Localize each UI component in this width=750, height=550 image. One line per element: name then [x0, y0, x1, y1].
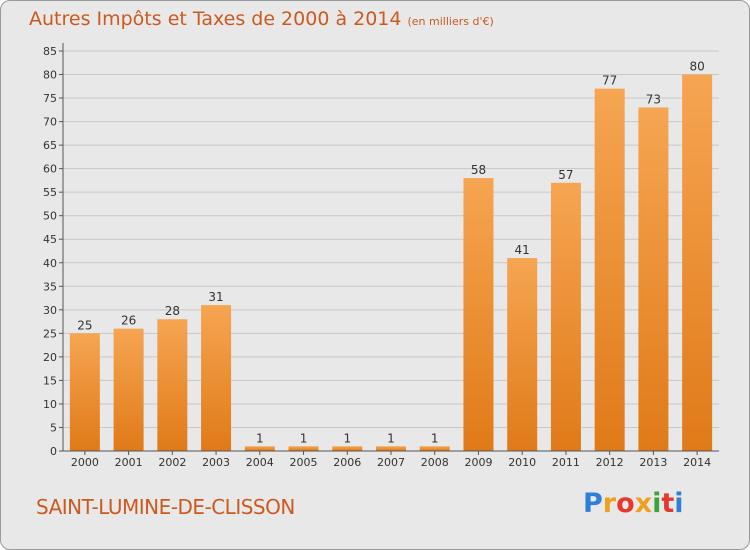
data-label: 1 [387, 431, 395, 445]
y-tick-label: 85 [43, 45, 57, 58]
proxiti-logo: Proxiti [583, 488, 684, 519]
x-tick-label: 2008 [421, 456, 449, 469]
bar [288, 446, 319, 451]
bar [419, 446, 450, 451]
x-tick-label: 2000 [71, 456, 99, 469]
x-tick-label: 2007 [377, 456, 405, 469]
unit-label: (en milliers d'€) [407, 15, 494, 28]
bar [244, 446, 275, 451]
chart-title: Autres Impôts et Taxes de 2000 à 2014 (en… [29, 8, 494, 30]
commune-name: SAINT-LUMINE-DE-CLISSON [36, 495, 295, 519]
y-tick-label: 5 [50, 421, 57, 434]
data-label: 26 [121, 314, 136, 328]
x-tick-label: 2012 [596, 456, 624, 469]
y-tick-label: 40 [43, 257, 57, 270]
bar [113, 328, 144, 451]
data-label: 80 [689, 60, 704, 74]
data-label: 77 [602, 74, 617, 88]
bar [201, 305, 232, 451]
data-label: 1 [256, 431, 264, 445]
y-tick-label: 70 [43, 116, 57, 129]
x-tick-label: 2004 [246, 456, 274, 469]
bar [638, 107, 669, 452]
y-tick-label: 30 [43, 304, 57, 317]
data-label: 57 [558, 168, 573, 182]
y-tick-label: 15 [43, 374, 57, 387]
data-label: 73 [646, 92, 661, 106]
x-tick-label: 2010 [508, 456, 536, 469]
y-tick-label: 65 [43, 139, 57, 152]
x-tick-label: 2003 [202, 456, 230, 469]
bar [157, 319, 188, 451]
bar [69, 333, 100, 451]
bar [332, 446, 363, 451]
logo-letter: P [583, 488, 603, 519]
logo-letter: i [652, 488, 662, 519]
data-label: 25 [77, 318, 92, 332]
bars [69, 74, 713, 452]
x-tick-label: 2011 [552, 456, 580, 469]
data-label: 1 [300, 431, 308, 445]
logo-letter: o [616, 488, 635, 519]
y-tick-label: 35 [43, 280, 57, 293]
data-label: 31 [208, 290, 223, 304]
x-tick-label: 2013 [639, 456, 667, 469]
logo-letter: x [634, 488, 653, 519]
title-text: Autres Impôts et Taxes de 2000 à 2014 [29, 8, 402, 30]
y-tick-label: 75 [43, 92, 57, 105]
x-tick-label: 2002 [158, 456, 186, 469]
x-tick-label: 2006 [333, 456, 361, 469]
x-tick-label: 2009 [464, 456, 492, 469]
axes: 0 5 10 15 20 25 30 35 40 45 50 55 60 65 70 75 80 85 2000 20… [43, 43, 719, 469]
bar [463, 178, 494, 451]
data-label: 1 [343, 431, 351, 445]
y-tick-label: 60 [43, 163, 57, 176]
logo-letter: t [661, 488, 675, 519]
bar [507, 258, 538, 451]
data-label: 41 [515, 243, 530, 257]
bar [594, 88, 625, 451]
x-tick-label: 2005 [290, 456, 318, 469]
data-labels: 25 26 28 31 1 1 1 1 1 58 41 57 77 73 80 [77, 60, 705, 446]
y-tick-label: 80 [43, 69, 57, 82]
x-tick-label: 2014 [683, 456, 711, 469]
x-tick-label: 2001 [115, 456, 143, 469]
data-label: 58 [471, 163, 486, 177]
data-label: 28 [165, 304, 180, 318]
y-tick-label: 0 [50, 445, 57, 458]
bar [682, 74, 713, 451]
logo-letter: r [602, 488, 617, 519]
data-label: 1 [431, 431, 439, 445]
y-tick-label: 10 [43, 398, 57, 411]
y-tick-label: 55 [43, 186, 57, 199]
bar [376, 446, 406, 451]
logo-letter: i [674, 488, 684, 519]
y-tick-label: 50 [43, 210, 57, 223]
y-tick-label: 45 [43, 233, 57, 246]
bar [550, 182, 581, 451]
y-tick-label: 20 [43, 351, 57, 364]
y-tick-label: 25 [43, 327, 57, 340]
